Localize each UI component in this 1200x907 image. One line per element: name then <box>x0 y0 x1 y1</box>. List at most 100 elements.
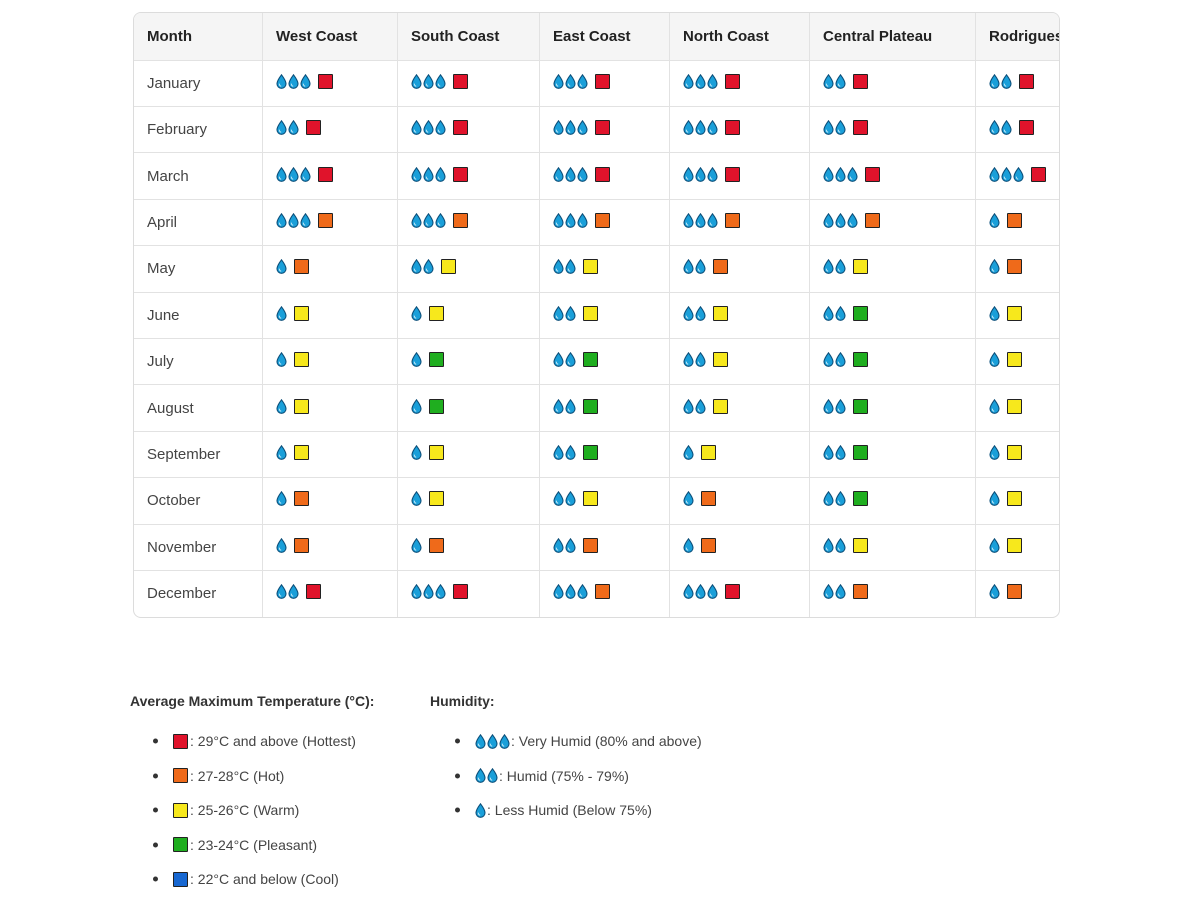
red-temperature-square-icon <box>865 166 880 182</box>
legend-label: : 29°C and above (Hottest) <box>190 733 356 750</box>
water-drop-icon <box>683 584 694 600</box>
climate-indicators <box>276 584 321 600</box>
table-row: April <box>134 199 1059 247</box>
climate-cell <box>809 60 976 107</box>
water-drop-icon <box>683 120 694 135</box>
water-drop-icon <box>577 120 588 135</box>
climate-indicators <box>823 259 868 275</box>
water-drop-icon <box>683 491 694 507</box>
climate-indicators <box>683 584 740 600</box>
water-drop-icon <box>553 212 564 228</box>
water-drop-icon <box>276 212 287 228</box>
water-drop-icon <box>989 398 1000 414</box>
water-drop-icon <box>695 166 706 182</box>
climate-indicators <box>553 491 598 507</box>
temperature-legend-item: : 25-26°C (Warm) <box>153 793 356 828</box>
climate-indicators <box>823 584 868 600</box>
water-drop-icon <box>577 212 588 228</box>
red-temperature-square-icon <box>306 584 321 600</box>
water-drop-icon <box>288 212 299 228</box>
water-drop-icon <box>475 768 486 784</box>
yellow-temperature-square-icon <box>853 259 868 275</box>
climate-cell <box>669 245 810 293</box>
climate-indicators <box>989 537 1022 553</box>
table-row: January <box>134 60 1059 107</box>
month-cell: December <box>134 570 263 617</box>
climate-cell <box>397 245 540 293</box>
water-drop-icon <box>835 491 846 507</box>
climate-indicators <box>553 537 598 553</box>
table-row: March <box>134 152 1059 200</box>
yellow-temperature-square-icon <box>1007 491 1022 507</box>
water-drop-icon <box>835 259 846 275</box>
climate-indicators <box>276 166 333 182</box>
climate-indicators <box>989 166 1046 182</box>
water-drop-icon <box>553 166 564 182</box>
temperature-legend-item: : 27-28°C (Hot) <box>153 759 356 794</box>
climate-indicators <box>989 352 1022 368</box>
water-drop-icon <box>553 73 564 89</box>
water-drop-icon <box>565 212 576 228</box>
orange-temperature-square-icon <box>294 537 309 553</box>
water-drop-icon <box>553 398 564 414</box>
water-drop-icon <box>707 73 718 89</box>
climate-cell <box>975 524 1059 571</box>
climate-indicators <box>553 398 598 414</box>
column-header: Rodrigues Island <box>975 13 1059 61</box>
month-cell: October <box>134 477 263 525</box>
water-drop-icon <box>276 73 287 89</box>
water-drop-icon <box>823 166 834 182</box>
climate-indicators <box>553 584 610 600</box>
water-drop-icon <box>683 352 694 367</box>
water-drop-icon <box>577 584 588 600</box>
water-drop-icon <box>411 444 422 460</box>
water-drop-icon <box>565 491 576 507</box>
water-drop-icon <box>288 166 299 182</box>
yellow-temperature-square-icon <box>1007 352 1022 368</box>
climate-indicators <box>276 491 309 507</box>
table-row: December <box>134 570 1059 617</box>
climate-indicators <box>411 305 444 321</box>
red-temperature-square-icon <box>595 120 610 136</box>
water-drop-icon <box>847 212 858 228</box>
climate-cell <box>975 199 1059 247</box>
water-drop-icon <box>411 352 422 367</box>
water-drop-icon <box>823 491 834 507</box>
climate-indicators <box>989 584 1022 600</box>
yellow-temperature-square-icon <box>1007 537 1022 553</box>
water-drop-icon <box>553 259 564 275</box>
water-drop-icon <box>565 398 576 414</box>
climate-cell <box>809 384 976 432</box>
climate-indicators <box>989 73 1034 89</box>
climate-indicators <box>683 166 740 182</box>
climate-cell <box>262 199 398 247</box>
climate-indicators <box>411 537 444 553</box>
red-temperature-square-icon <box>306 120 321 136</box>
water-drop-icon <box>565 444 576 460</box>
water-drop-icon <box>683 444 694 460</box>
water-drop-icon <box>411 120 422 135</box>
month-cell: July <box>134 338 263 386</box>
climate-indicators <box>411 73 468 89</box>
climate-indicators <box>553 352 598 368</box>
climate-cell <box>539 384 670 432</box>
water-drop-icon <box>823 73 834 89</box>
yellow-temperature-square-icon <box>173 802 188 818</box>
climate-indicators <box>683 537 716 553</box>
temperature-legend-title: Average Maximum Temperature (°C): <box>130 693 375 709</box>
water-drop-icon <box>823 537 834 553</box>
red-temperature-square-icon <box>318 166 333 182</box>
legend-label: : 22°C and below (Cool) <box>190 871 339 888</box>
yellow-temperature-square-icon <box>583 305 598 321</box>
climate-cell <box>397 431 540 479</box>
water-drop-icon <box>989 491 1000 507</box>
humidity-legend-item: : Very Humid (80% and above) <box>455 724 702 759</box>
yellow-temperature-square-icon <box>294 444 309 460</box>
green-temperature-square-icon <box>429 352 444 368</box>
climate-indicators <box>276 73 333 89</box>
water-drop-icon <box>553 491 564 507</box>
climate-indicators <box>553 305 598 321</box>
climate-indicators <box>276 398 309 414</box>
water-drop-icon <box>276 259 287 275</box>
climate-cell <box>809 431 976 479</box>
